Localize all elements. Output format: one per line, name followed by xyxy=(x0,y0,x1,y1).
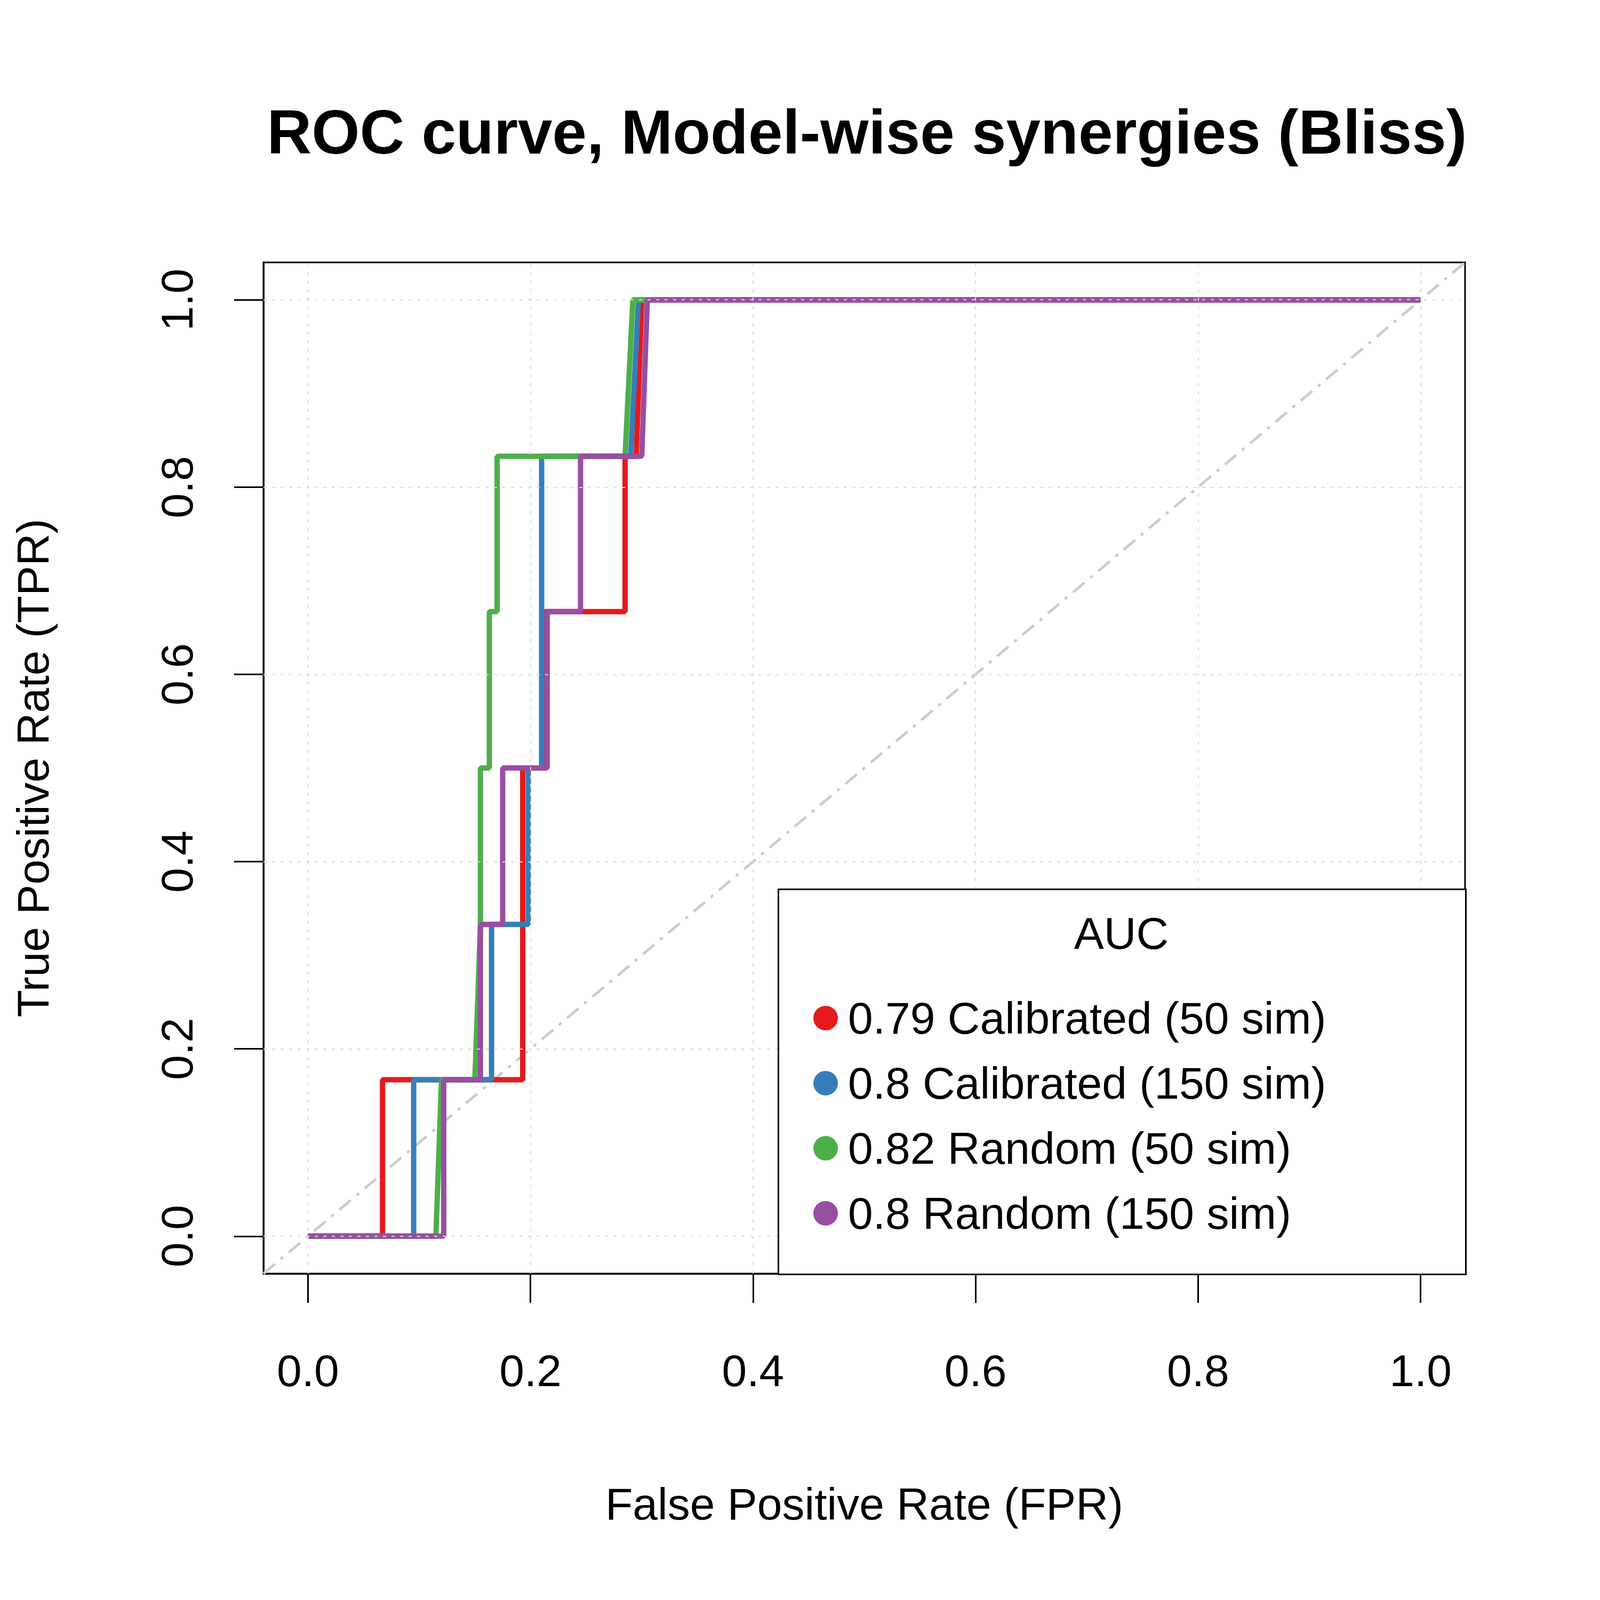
svg-text:0.2: 0.2 xyxy=(152,1017,203,1080)
svg-text:0.0: 0.0 xyxy=(152,1204,203,1268)
svg-text:True Positive Rate (TPR): True Positive Rate (TPR) xyxy=(8,518,59,1018)
svg-text:0.8: 0.8 xyxy=(1166,1345,1230,1396)
svg-text:0.82 Random (50 sim): 0.82 Random (50 sim) xyxy=(848,1123,1292,1174)
svg-text:1.0: 1.0 xyxy=(152,268,203,332)
svg-text:ROC curve, Model-wise synergie: ROC curve, Model-wise synergies (Bliss) xyxy=(267,97,1468,167)
svg-text:0.79 Calibrated (50 sim): 0.79 Calibrated (50 sim) xyxy=(848,993,1326,1044)
svg-text:0.4: 0.4 xyxy=(721,1345,784,1396)
svg-text:0.8: 0.8 xyxy=(152,456,203,519)
svg-text:0.0: 0.0 xyxy=(276,1345,340,1396)
svg-text:0.8 Calibrated (150 sim): 0.8 Calibrated (150 sim) xyxy=(848,1058,1326,1109)
svg-text:0.8 Random (150 sim): 0.8 Random (150 sim) xyxy=(848,1188,1292,1239)
svg-text:1.0: 1.0 xyxy=(1389,1345,1452,1396)
svg-text:AUC: AUC xyxy=(1074,908,1169,959)
svg-text:False Positive Rate (FPR): False Positive Rate (FPR) xyxy=(605,1478,1124,1530)
svg-text:0.6: 0.6 xyxy=(944,1345,1007,1396)
svg-text:0.6: 0.6 xyxy=(152,643,203,706)
svg-text:0.4: 0.4 xyxy=(152,830,203,893)
svg-text:0.2: 0.2 xyxy=(499,1345,562,1396)
